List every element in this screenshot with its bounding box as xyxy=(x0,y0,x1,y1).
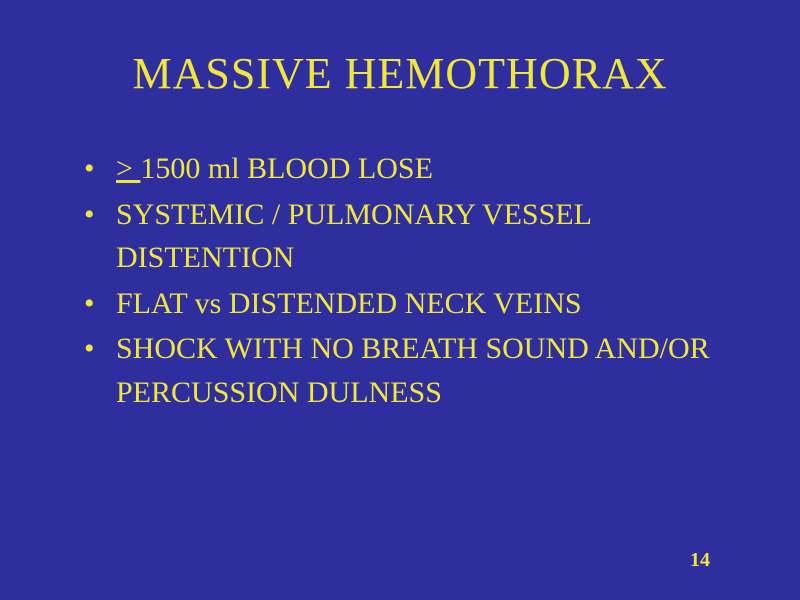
bullet-text: 1500 ml BLOOD LOSE xyxy=(140,152,433,185)
bullet-text: SHOCK WITH NO BREATH SOUND AND/OR PERCUS… xyxy=(116,332,710,409)
bullet-item: SHOCK WITH NO BREATH SOUND AND/OR PERCUS… xyxy=(84,327,740,414)
slide-container: MASSIVE HEMOTHORAX > 1500 ml BLOOD LOSE … xyxy=(0,0,800,600)
bullet-prefix: > xyxy=(116,152,140,185)
bullet-text: FLAT vs DISTENDED NECK VEINS xyxy=(116,287,582,320)
bullet-text: SYSTEMIC / PULMONARY VESSEL DISTENTION xyxy=(116,198,591,275)
page-number: 14 xyxy=(690,549,710,572)
slide-title: MASSIVE HEMOTHORAX xyxy=(60,48,740,99)
bullet-item: FLAT vs DISTENDED NECK VEINS xyxy=(84,282,740,326)
bullet-list: > 1500 ml BLOOD LOSE SYSTEMIC / PULMONAR… xyxy=(60,147,740,414)
bullet-item: SYSTEMIC / PULMONARY VESSEL DISTENTION xyxy=(84,193,740,280)
bullet-item: > 1500 ml BLOOD LOSE xyxy=(84,147,740,191)
